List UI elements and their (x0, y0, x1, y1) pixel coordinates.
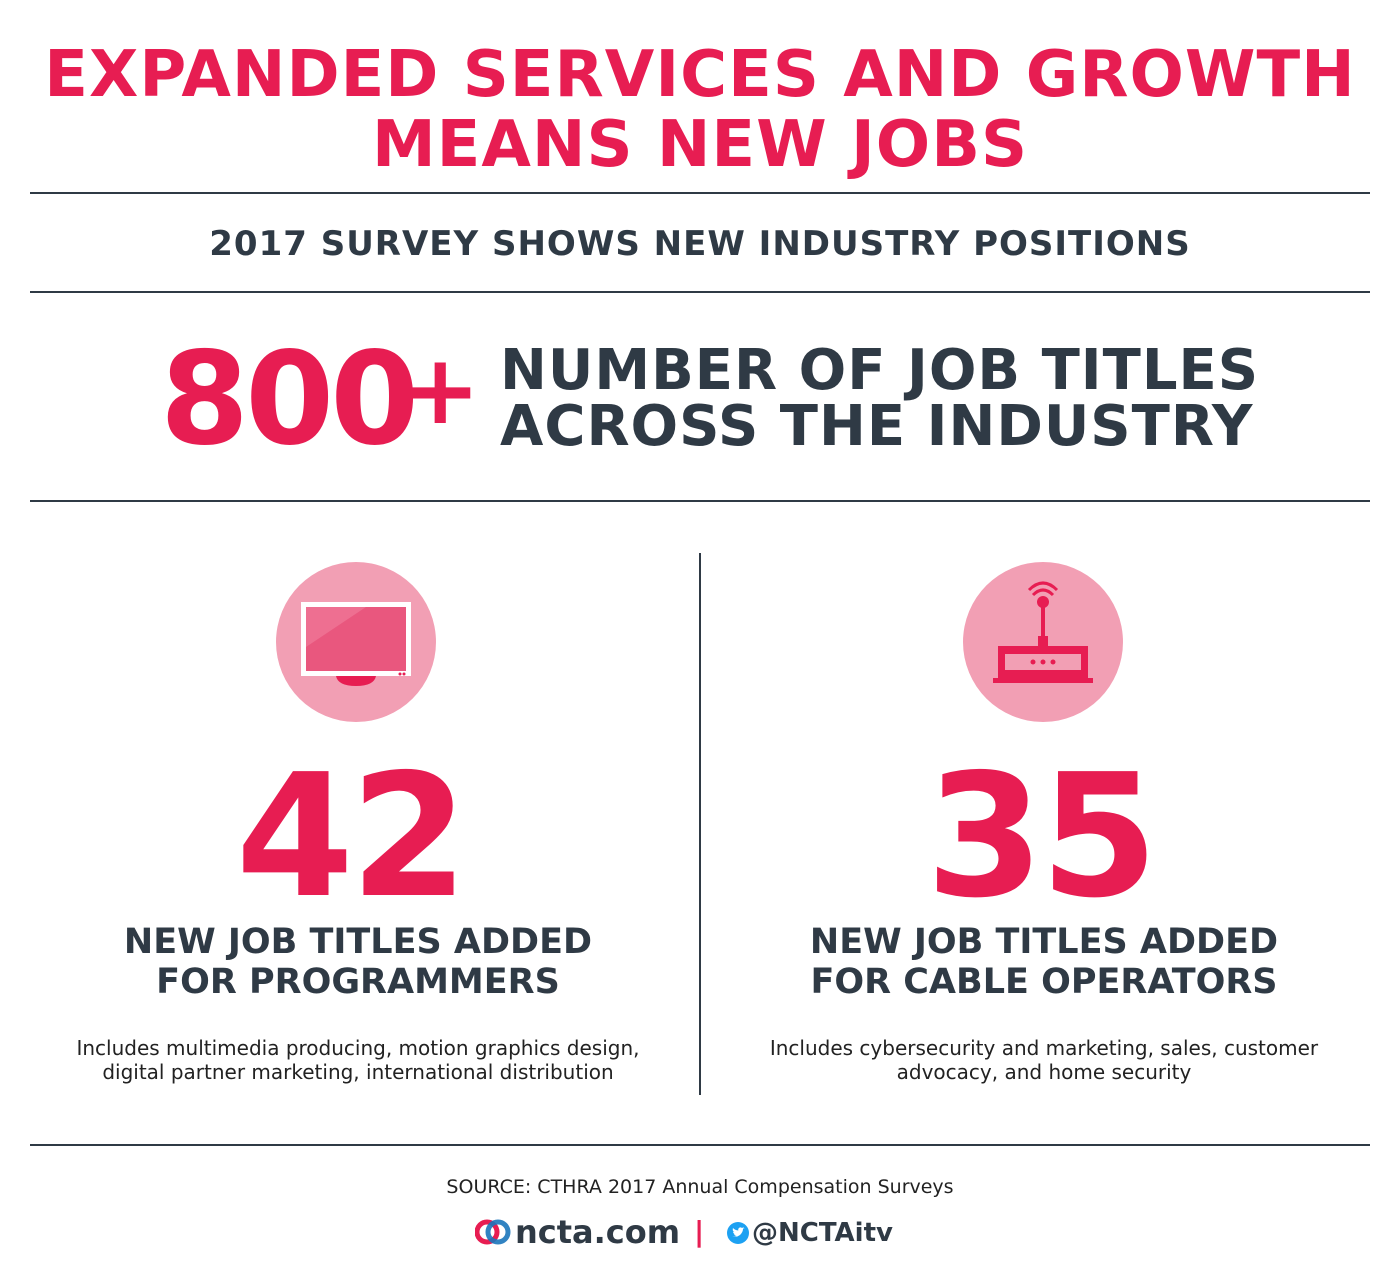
programmers-note-line-1: Includes multimedia producing, motion gr… (76, 1036, 640, 1060)
programmers-note-line-2: digital partner marketing, international… (102, 1060, 614, 1084)
operators-note-line-1: Includes cybersecurity and marketing, sa… (769, 1036, 1319, 1060)
footer-site-link[interactable]: ncta.com (515, 1213, 681, 1251)
headline-description-line-2: ACROSS THE INDUSTRY (500, 394, 1254, 459)
headline-number: 800 (160, 325, 419, 474)
title-line-1: EXPANDED SERVICES AND GROWTH (44, 38, 1356, 112)
column-divider (699, 553, 701, 1095)
title-line-2: MEANS NEW JOBS (371, 108, 1029, 182)
headline-plus: + (400, 334, 481, 446)
footer: ncta.com | @NCTAitv (0, 1212, 1400, 1252)
divider-subtitle (30, 291, 1370, 293)
page-title: EXPANDED SERVICES AND GROWTH MEANS NEW J… (0, 40, 1400, 180)
source-credit: SOURCE: CTHRA 2017 Annual Compensation S… (446, 1176, 954, 1198)
tv-icon (276, 562, 436, 722)
divider-top (30, 192, 1370, 194)
divider-bottom (30, 1144, 1370, 1146)
operators-number: 35 (925, 738, 1159, 936)
programmers-label-line-2: FOR PROGRAMMERS (156, 962, 560, 1002)
headline-description-line-1: NUMBER OF JOB TITLES (500, 338, 1260, 403)
operators-stat: 35 (690, 752, 1390, 922)
footer-twitter-handle[interactable]: @NCTAitv (752, 1218, 893, 1248)
programmers-note: Includes multimedia producing, motion gr… (8, 1036, 708, 1084)
router-icon (963, 562, 1123, 722)
footer-separator: | (694, 1215, 705, 1248)
headline-description: NUMBER OF JOB TITLES ACROSS THE INDUSTRY (500, 343, 1259, 455)
programmers-stat: 42 (0, 752, 700, 922)
divider-headline (30, 500, 1370, 502)
operators-note: Includes cybersecurity and marketing, sa… (694, 1036, 1394, 1084)
operators-note-line-2: advocacy, and home security (896, 1060, 1192, 1084)
operators-label: NEW JOB TITLES ADDED FOR CABLE OPERATORS (694, 922, 1394, 1002)
subtitle: 2017 SURVEY SHOWS NEW INDUSTRY POSITIONS (209, 224, 1191, 264)
programmers-label: NEW JOB TITLES ADDED FOR PROGRAMMERS (8, 922, 708, 1002)
operators-label-line-1: NEW JOB TITLES ADDED (809, 922, 1279, 962)
twitter-icon (727, 1222, 749, 1244)
ncta-logo-icon (474, 1218, 511, 1246)
operators-label-line-2: FOR CABLE OPERATORS (810, 962, 1278, 1002)
programmers-number: 42 (235, 738, 469, 936)
programmers-label-line-1: NEW JOB TITLES ADDED (123, 922, 593, 962)
